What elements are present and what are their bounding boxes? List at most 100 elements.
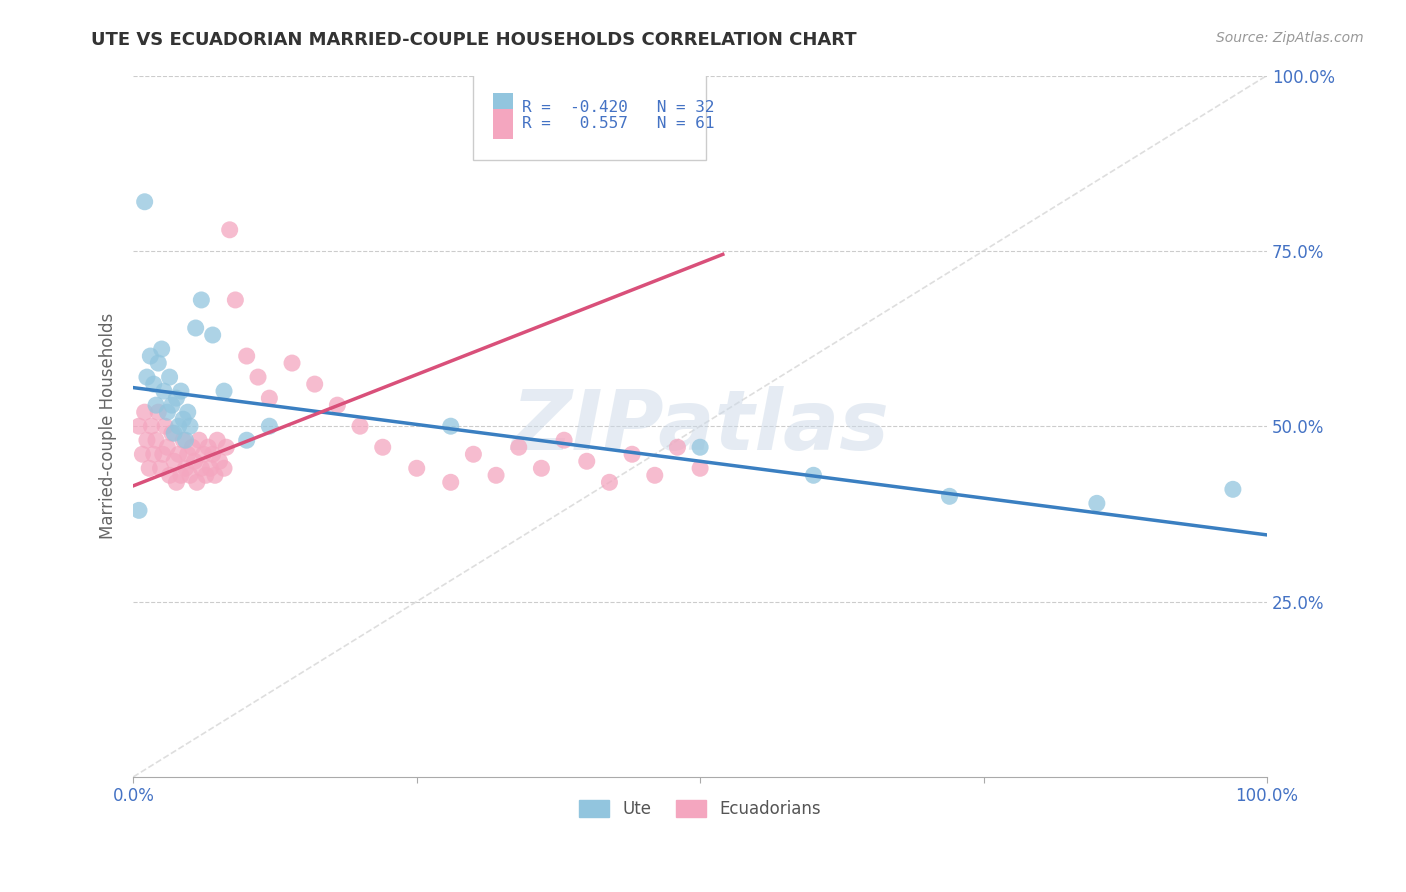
Point [128,503,150,517]
Point [141,419,163,434]
Point [186,475,208,490]
Point [159,370,181,384]
Point [193,447,215,461]
Point [148,405,170,419]
Point [165,391,187,405]
Point [170,384,193,398]
Point [201,328,224,343]
Point [142,377,165,392]
Point [204,468,226,483]
Point [208,454,231,468]
Point [212,461,235,475]
Point [174,434,197,448]
Point [371,440,394,454]
Point [184,321,207,335]
Point [163,454,186,468]
Point [553,434,575,448]
Point [150,342,173,356]
Point [259,391,281,405]
Point [201,447,224,461]
Point [689,461,711,475]
Point [177,405,200,419]
Point [485,468,508,483]
Point [131,447,153,461]
Point [165,475,187,490]
Point [190,293,212,307]
Point [1222,483,1244,497]
FancyBboxPatch shape [492,109,513,138]
Point [174,461,197,475]
Legend: Ute, Ecuadorians: Ute, Ecuadorians [572,793,828,824]
Point [349,419,371,434]
Point [172,412,194,426]
Point [134,194,156,209]
Point [281,356,304,370]
Point [181,440,204,454]
Point [142,447,165,461]
Point [621,447,644,461]
Point [138,461,160,475]
Point [167,447,190,461]
Point [149,461,172,475]
Point [156,405,179,419]
Text: R =   0.557   N = 61: R = 0.557 N = 61 [522,117,714,131]
Point [644,468,666,483]
Point [440,419,463,434]
Point [212,384,235,398]
Point [183,454,205,468]
Point [666,440,689,454]
Point [156,440,179,454]
Point [152,447,174,461]
Point [1085,496,1108,510]
Point [598,475,620,490]
Point [160,398,183,412]
Point [177,447,200,461]
Text: R =  -0.420   N = 32: R = -0.420 N = 32 [522,100,714,115]
Point [259,419,281,434]
Point [190,461,212,475]
Point [194,468,217,483]
Point [215,440,238,454]
Point [463,447,485,461]
Point [689,440,711,454]
Point [530,461,553,475]
Point [188,434,211,448]
Point [304,377,326,392]
Point [134,405,156,419]
Point [167,419,190,434]
Point [218,223,240,237]
Point [405,461,427,475]
Point [139,349,162,363]
Point [172,434,194,448]
Point [508,440,530,454]
Text: ZIPatlas: ZIPatlas [512,385,889,467]
Point [145,434,167,448]
Point [575,454,598,468]
FancyBboxPatch shape [492,93,513,122]
Point [179,419,201,434]
Point [247,370,270,384]
Point [326,398,349,412]
Point [148,356,170,370]
Point [440,475,463,490]
Text: UTE VS ECUADORIAN MARRIED-COUPLE HOUSEHOLDS CORRELATION CHART: UTE VS ECUADORIAN MARRIED-COUPLE HOUSEHO… [91,31,858,49]
Point [160,426,183,441]
FancyBboxPatch shape [474,72,706,160]
Point [170,468,193,483]
Y-axis label: Married-couple Households: Married-couple Households [100,313,117,540]
Point [145,398,167,412]
Point [163,426,186,441]
Point [153,384,176,398]
Point [200,461,222,475]
Point [136,434,159,448]
Point [153,419,176,434]
Point [128,419,150,434]
Point [235,434,257,448]
Point [224,293,246,307]
Point [159,468,181,483]
Point [235,349,257,363]
Point [179,468,201,483]
Text: Source: ZipAtlas.com: Source: ZipAtlas.com [1216,31,1364,45]
Point [803,468,825,483]
Point [205,434,228,448]
